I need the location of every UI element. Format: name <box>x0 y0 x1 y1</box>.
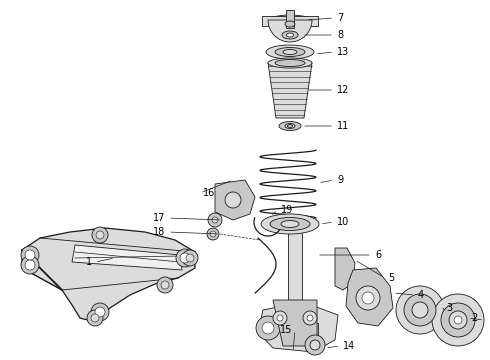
Text: 11: 11 <box>337 121 349 131</box>
Ellipse shape <box>287 33 294 37</box>
Text: 14: 14 <box>343 341 355 351</box>
Text: 3: 3 <box>446 303 452 313</box>
Text: 7: 7 <box>337 13 343 23</box>
Circle shape <box>449 311 467 329</box>
Ellipse shape <box>283 50 297 54</box>
Circle shape <box>96 231 104 239</box>
Circle shape <box>157 277 173 293</box>
Circle shape <box>432 294 484 346</box>
Ellipse shape <box>279 122 301 131</box>
Ellipse shape <box>285 123 295 129</box>
Bar <box>312 323 318 337</box>
Text: 16: 16 <box>203 188 215 198</box>
Text: 10: 10 <box>337 217 349 227</box>
Bar <box>288 232 302 305</box>
Circle shape <box>262 322 274 334</box>
Circle shape <box>412 302 428 318</box>
Circle shape <box>396 286 444 334</box>
Polygon shape <box>72 245 182 270</box>
Ellipse shape <box>268 58 312 68</box>
Text: 8: 8 <box>337 30 343 40</box>
Polygon shape <box>22 228 195 322</box>
Circle shape <box>95 307 105 317</box>
Circle shape <box>303 311 317 325</box>
Polygon shape <box>346 268 393 326</box>
Ellipse shape <box>282 31 298 39</box>
Circle shape <box>212 217 218 223</box>
Circle shape <box>92 227 108 243</box>
Circle shape <box>277 315 283 321</box>
Ellipse shape <box>285 21 295 27</box>
Text: 19: 19 <box>281 205 293 215</box>
Circle shape <box>454 316 462 324</box>
Text: 2: 2 <box>471 313 477 323</box>
Circle shape <box>307 315 313 321</box>
Circle shape <box>182 250 198 266</box>
Polygon shape <box>268 63 312 118</box>
Polygon shape <box>258 302 338 352</box>
Text: 17: 17 <box>152 213 165 223</box>
Circle shape <box>404 294 436 326</box>
Text: 15: 15 <box>280 325 292 335</box>
Circle shape <box>256 316 280 340</box>
Ellipse shape <box>288 125 293 127</box>
Text: 12: 12 <box>337 85 349 95</box>
Circle shape <box>356 286 380 310</box>
Circle shape <box>21 256 39 274</box>
Circle shape <box>305 335 325 355</box>
Ellipse shape <box>266 45 314 59</box>
Text: 5: 5 <box>388 273 394 283</box>
Circle shape <box>225 192 241 208</box>
Ellipse shape <box>268 15 312 27</box>
Circle shape <box>161 281 169 289</box>
Circle shape <box>208 213 222 227</box>
Polygon shape <box>335 248 355 290</box>
Polygon shape <box>215 180 255 220</box>
Ellipse shape <box>281 220 299 228</box>
Circle shape <box>25 260 35 270</box>
Text: 4: 4 <box>418 290 424 300</box>
Circle shape <box>87 310 103 326</box>
Circle shape <box>273 311 287 325</box>
Polygon shape <box>262 16 318 26</box>
Circle shape <box>362 292 374 304</box>
Polygon shape <box>273 300 317 346</box>
Bar <box>286 10 294 28</box>
Ellipse shape <box>275 48 305 57</box>
Ellipse shape <box>270 217 310 230</box>
Circle shape <box>186 254 194 262</box>
Ellipse shape <box>275 59 305 67</box>
Circle shape <box>207 228 219 240</box>
Circle shape <box>21 246 39 264</box>
Circle shape <box>91 303 109 321</box>
Circle shape <box>210 231 216 237</box>
Ellipse shape <box>261 214 319 234</box>
Circle shape <box>176 249 194 267</box>
Circle shape <box>25 250 35 260</box>
Text: 6: 6 <box>375 250 381 260</box>
Circle shape <box>441 303 475 337</box>
Text: 1: 1 <box>86 257 92 267</box>
Circle shape <box>180 253 190 263</box>
Text: 13: 13 <box>337 47 349 57</box>
Text: 18: 18 <box>153 227 165 237</box>
Circle shape <box>310 340 320 350</box>
Circle shape <box>91 314 99 322</box>
Wedge shape <box>268 20 312 42</box>
Text: 9: 9 <box>337 175 343 185</box>
